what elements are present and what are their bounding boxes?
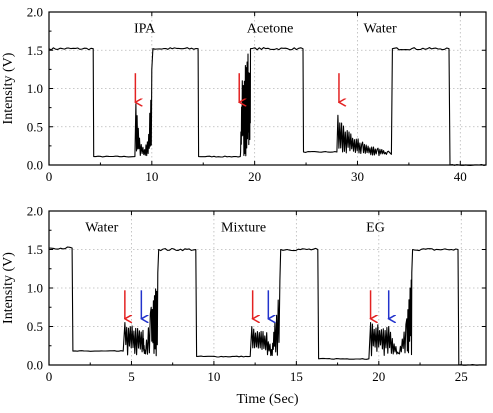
solvent-label: IPA bbox=[134, 21, 156, 36]
solvent-label: Water bbox=[85, 220, 118, 235]
top-panel: 0 10 20 30 40 0.0 0.5 1.0 1.5 2.0 Intensity (V) IPA… bbox=[1, 5, 487, 184]
solvent-label: Acetone bbox=[247, 21, 294, 36]
x-tick-label: 0 bbox=[46, 169, 53, 184]
y-tick-label: 0.0 bbox=[27, 158, 43, 173]
y-tick-label: 0.5 bbox=[27, 119, 43, 134]
y-tick-label: 2.0 bbox=[27, 204, 43, 219]
x-tick-label: 15 bbox=[290, 369, 303, 384]
y-tick-label: 1.5 bbox=[27, 242, 43, 257]
intensity-trace bbox=[48, 246, 487, 366]
x-tick-label: 30 bbox=[351, 169, 364, 184]
x-tick-label: 20 bbox=[372, 369, 385, 384]
x-tick-label: 10 bbox=[145, 169, 158, 184]
x-tick-label: 5 bbox=[128, 369, 135, 384]
x-tick-label: 0 bbox=[46, 369, 53, 384]
y-tick-label: 1.0 bbox=[27, 281, 43, 296]
intensity-trace bbox=[48, 47, 487, 166]
y-tick-label: 2.0 bbox=[27, 5, 43, 20]
y-tick-label: 0.0 bbox=[27, 358, 43, 373]
bottom-panel: 0 5 10 15 20 25 0.0 0.5 1.0 1.5 2.0 Intensity (V) Ti… bbox=[1, 204, 487, 407]
y-axis-title: Intensity (V) bbox=[1, 252, 16, 324]
x-axis-title: Time (Sec) bbox=[236, 392, 298, 407]
x-tick-label: 25 bbox=[455, 369, 468, 384]
y-tick-label: 1.0 bbox=[27, 81, 43, 96]
x-tick-label: 20 bbox=[248, 169, 261, 184]
solvent-label: Mixture bbox=[221, 220, 266, 235]
solvent-label: EG bbox=[366, 220, 385, 235]
y-tick-label: 1.5 bbox=[27, 43, 43, 58]
y-axis-title: Intensity (V) bbox=[1, 52, 16, 124]
solvent-label: Water bbox=[364, 21, 397, 36]
x-tick-label: 40 bbox=[454, 169, 467, 184]
y-tick-label: 0.5 bbox=[27, 319, 43, 334]
x-tick-label: 10 bbox=[207, 369, 220, 384]
